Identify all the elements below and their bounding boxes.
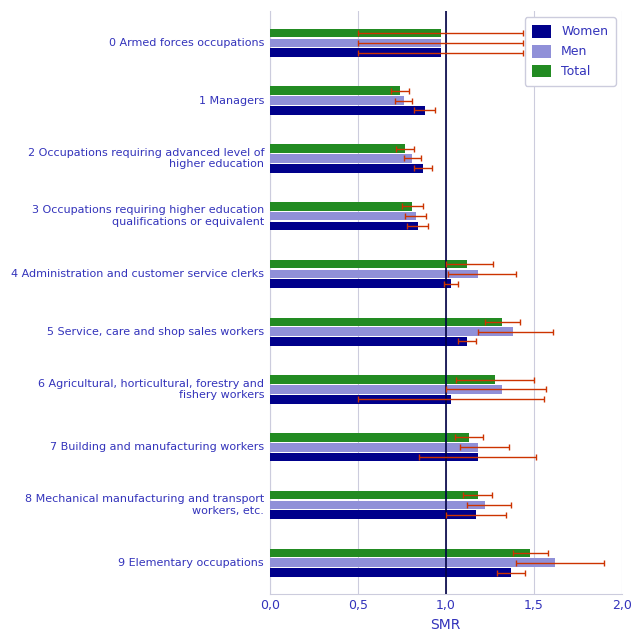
Bar <box>269 39 440 47</box>
X-axis label: SMR: SMR <box>431 618 461 632</box>
Bar <box>269 511 476 519</box>
Bar <box>269 443 478 451</box>
Bar <box>269 96 404 105</box>
Bar <box>269 327 512 336</box>
Bar <box>269 337 467 346</box>
Bar <box>269 106 424 115</box>
Bar <box>269 433 469 442</box>
Bar <box>269 260 467 268</box>
Bar <box>269 491 478 500</box>
Bar <box>269 202 412 211</box>
Bar <box>269 144 405 153</box>
Bar <box>269 269 478 278</box>
Legend: Women, Men, Total: Women, Men, Total <box>525 17 616 86</box>
Bar <box>269 29 440 37</box>
Bar <box>269 280 451 288</box>
Bar <box>269 87 400 95</box>
Bar <box>269 222 417 230</box>
Bar <box>269 395 451 404</box>
Bar <box>269 548 530 557</box>
Bar <box>269 48 440 57</box>
Bar <box>269 318 502 326</box>
Bar <box>269 501 485 509</box>
Bar <box>269 453 478 461</box>
Bar <box>269 212 416 221</box>
Bar <box>269 154 412 163</box>
Bar <box>269 385 502 394</box>
Bar <box>269 376 495 384</box>
Bar <box>269 558 555 567</box>
Bar <box>269 164 423 172</box>
Bar <box>269 568 511 577</box>
